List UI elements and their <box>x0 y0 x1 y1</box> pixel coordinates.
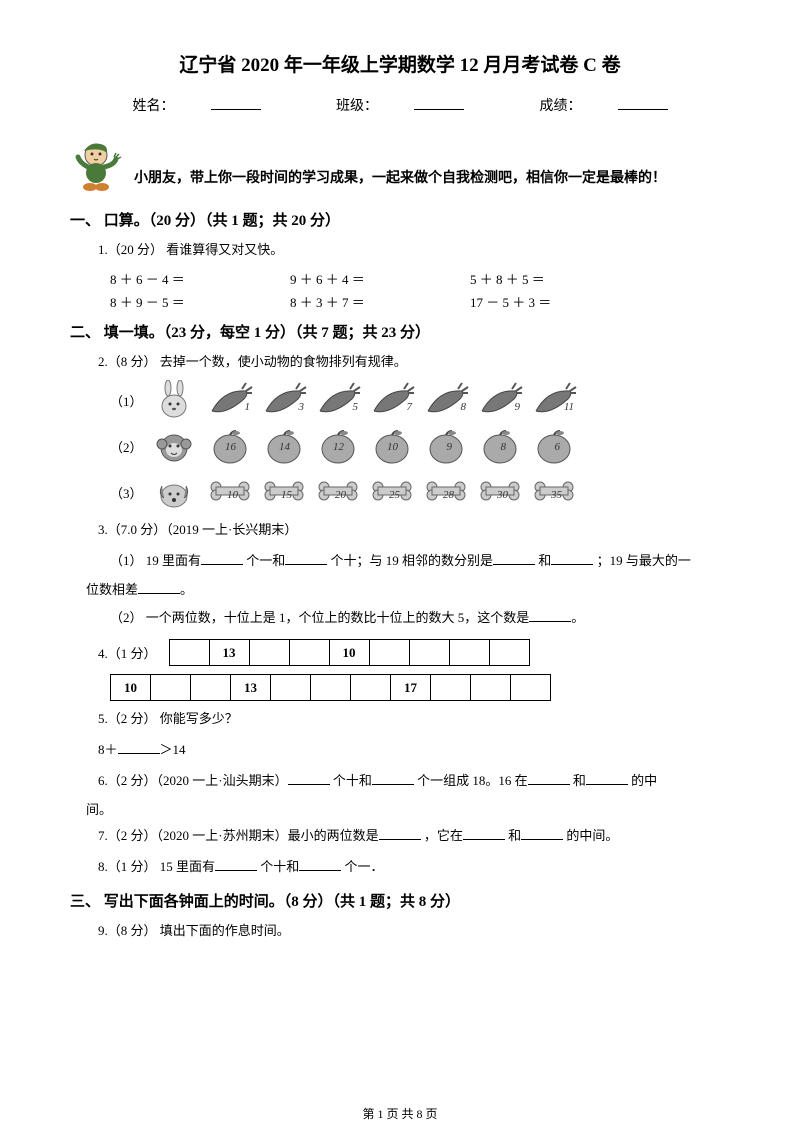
q2-r2-items: 16 14 12 10 9 8 6 <box>206 427 578 465</box>
table-cell <box>271 675 311 701</box>
table-cell <box>471 675 511 701</box>
apple-icon: 9 <box>422 427 470 465</box>
bone-icon: 25 <box>368 473 416 511</box>
carrot-icon: 3 <box>260 381 308 419</box>
q1r2c: 17 － 5 ＋ 3 ＝ <box>470 292 650 311</box>
score-label: 成绩： <box>540 95 582 115</box>
apple-icon: 10 <box>368 427 416 465</box>
q7: 7.（2 分）（2020 一上·苏州期末）最小的两位数是 ，它在 和 的中间。 <box>98 824 730 849</box>
q4-table2-wrap: 10 13 17 <box>110 674 730 701</box>
apple-icon: 16 <box>206 427 254 465</box>
table-cell: 13 <box>209 640 249 666</box>
q9-label: 9.（8 分） 填出下面的作息时间。 <box>98 919 730 944</box>
section-1-heading: 一、 口算。（20 分）（共 1 题；共 20 分） <box>70 209 730 230</box>
intro-row: 小朋友，带上你一段时间的学习成果，一起来做个自我检测吧，相信你一定是最棒的！ <box>70 137 730 193</box>
q1r1b: 9 ＋ 6 ＋ 4 ＝ <box>290 269 470 288</box>
table-cell <box>409 640 449 666</box>
bone-icon: 20 <box>314 473 362 511</box>
table-cell <box>249 640 289 666</box>
table-cell <box>489 640 529 666</box>
q8: 8.（1 分） 15 里面有 个十和 个一． <box>98 855 730 880</box>
q6-cont: 间。 <box>86 799 730 818</box>
dog-icon <box>154 472 194 512</box>
table-cell: 10 <box>111 675 151 701</box>
bone-icon: 30 <box>476 473 524 511</box>
bone-icon: 35 <box>530 473 578 511</box>
page-title: 辽宁省 2020 年一年级上学期数学 12 月月考试卷 C 卷 <box>70 50 730 77</box>
q1r2b: 8 ＋ 3 ＋ 7 ＝ <box>290 292 470 311</box>
carrot-icon: 5 <box>314 381 362 419</box>
section-2-heading: 二、 填一填。（23 分，每空 1 分）（共 7 题；共 23 分） <box>70 321 730 342</box>
name-label: 姓名： <box>133 95 175 115</box>
rabbit-icon <box>154 380 194 420</box>
q2-row2: （2） 16 14 12 10 9 8 6 <box>110 426 730 466</box>
table-cell <box>311 675 351 701</box>
kid-icon <box>70 137 126 193</box>
q1-label: 1.（20 分） 看谁算得又对又快。 <box>98 238 730 263</box>
q4-table1: 13 10 <box>169 639 530 666</box>
apple-icon: 8 <box>476 427 524 465</box>
bone-icon: 15 <box>260 473 308 511</box>
table-cell <box>151 675 191 701</box>
q1r2a: 8 ＋ 9 － 5 ＝ <box>110 292 290 311</box>
table-cell <box>169 640 209 666</box>
section-3-heading: 三、 写出下面各钟面上的时间。（8 分）（共 1 题；共 8 分） <box>70 890 730 911</box>
table-cell: 17 <box>391 675 431 701</box>
bone-icon: 28 <box>422 473 470 511</box>
q5-label: 5.（2 分） 你能写多少？ <box>98 707 730 732</box>
table-cell <box>431 675 471 701</box>
q1r1c: 5 ＋ 8 ＋ 5 ＝ <box>470 269 650 288</box>
q6: 6.（2 分）（2020 一上·汕头期末） 个十和 个一组成 18。16 在 和… <box>98 769 730 794</box>
carrot-icon: 8 <box>422 381 470 419</box>
intro-text: 小朋友，带上你一段时间的学习成果，一起来做个自我检测吧，相信你一定是最棒的！ <box>134 137 666 187</box>
q2-r3-items: 10 15 20 25 28 30 35 <box>206 473 578 511</box>
table-cell <box>369 640 409 666</box>
q4-row: 4.（1 分） 13 10 <box>98 635 730 670</box>
q2-label: 2.（8 分） 去掉一个数，使小动物的食物排列有规律。 <box>98 350 730 375</box>
apple-icon: 14 <box>260 427 308 465</box>
q5-eq: 8＋＞14 <box>98 738 730 763</box>
q1r1a: 8 ＋ 6 － 4 ＝ <box>110 269 290 288</box>
table-cell: 13 <box>231 675 271 701</box>
apple-icon: 12 <box>314 427 362 465</box>
q1-row1: 8 ＋ 6 － 4 ＝ 9 ＋ 6 ＋ 4 ＝ 5 ＋ 8 ＋ 5 ＝ <box>110 269 730 288</box>
q3-p1-cont: 位数相差。 <box>86 578 730 603</box>
table-cell <box>449 640 489 666</box>
class-label: 班级： <box>336 95 378 115</box>
q3-label: 3.（7.0 分）（2019 一上·长兴期末） <box>98 518 730 543</box>
carrot-icon: 1 <box>206 381 254 419</box>
q3-p2: （2） 一个两位数，十位上是 1，个位上的数比十位上的数大 5，这个数是。 <box>110 606 730 631</box>
info-line: 姓名： 班级： 成绩： <box>70 95 730 115</box>
q4-table2: 10 13 17 <box>110 674 551 701</box>
page-footer: 第 1 页 共 8 页 <box>0 1105 800 1122</box>
q2-r2-label: （2） <box>110 437 142 456</box>
carrot-icon: 11 <box>530 381 578 419</box>
q2-r1-label: （1） <box>110 391 142 410</box>
carrot-icon: 9 <box>476 381 524 419</box>
q2-r1-items: 1 3 5 7 8 9 11 <box>206 381 578 419</box>
monkey-icon <box>154 426 194 466</box>
q3-p1: （1） 19 里面有 个一和 个十；与 19 相邻的数分别是 和 ；19 与最大… <box>110 549 730 574</box>
bone-icon: 10 <box>206 473 254 511</box>
q4-label: 4.（1 分） <box>98 643 157 662</box>
table-cell <box>289 640 329 666</box>
q2-row1: （1） 1 3 5 7 8 9 11 <box>110 380 730 420</box>
q2-row3: （3） 10 15 20 25 28 30 35 <box>110 472 730 512</box>
table-cell <box>351 675 391 701</box>
table-cell <box>511 675 551 701</box>
table-cell <box>191 675 231 701</box>
carrot-icon: 7 <box>368 381 416 419</box>
table-cell: 10 <box>329 640 369 666</box>
apple-icon: 6 <box>530 427 578 465</box>
q1-row2: 8 ＋ 9 － 5 ＝ 8 ＋ 3 ＋ 7 ＝ 17 － 5 ＋ 3 ＝ <box>110 292 730 311</box>
q2-r3-label: （3） <box>110 483 142 502</box>
